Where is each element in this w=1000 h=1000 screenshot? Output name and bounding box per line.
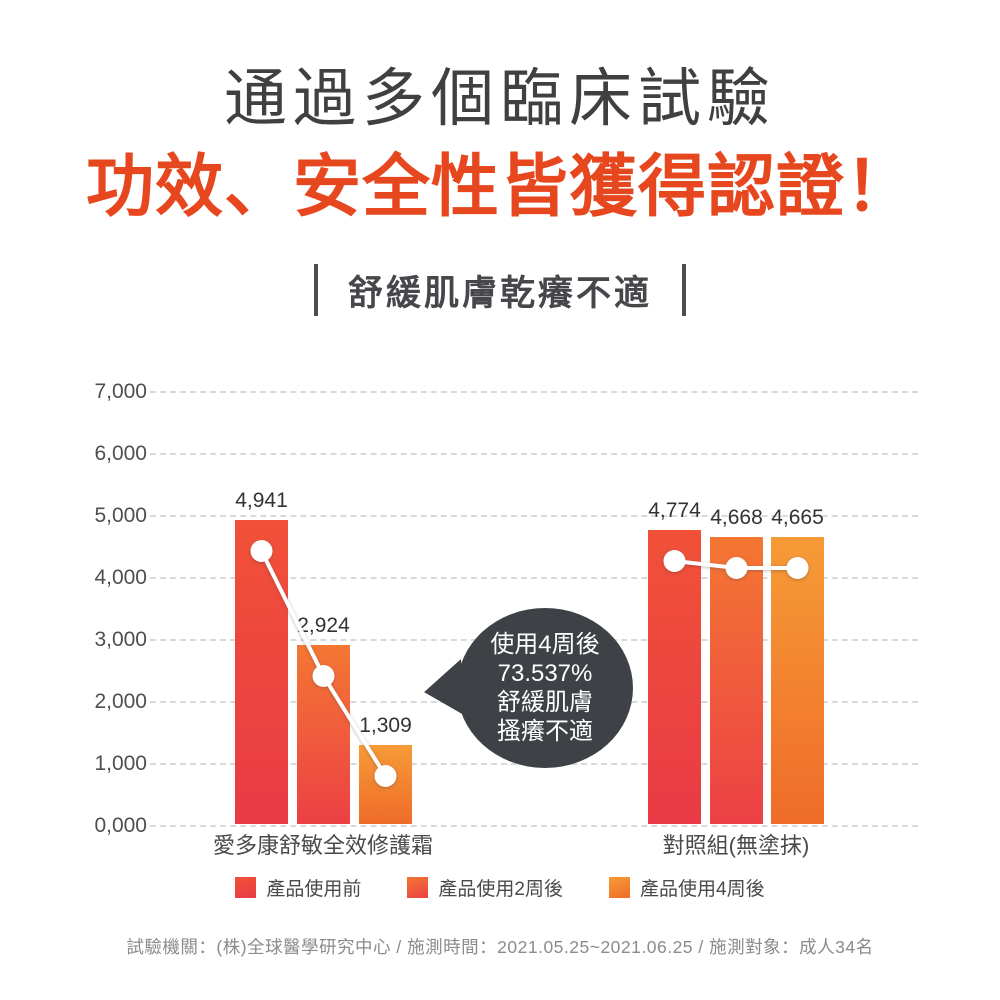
gridline [150, 391, 918, 393]
gridline [150, 577, 918, 579]
group-label-product: 愛多康舒敏全效修護霜 [212, 833, 433, 858]
chart-legend: 產品使用前 產品使用2周後 產品使用4周後 [0, 874, 1000, 901]
callout-bubble: 使用4周後 73.537% 舒緩肌膚 搔癢不適 [457, 608, 633, 768]
legend-item-2weeks: 產品使用2周後 [407, 874, 563, 901]
callout-line-1: 使用4周後 [490, 631, 600, 658]
legend-item-4weeks: 產品使用4周後 [609, 874, 765, 901]
y-axis-tick-label: 5,000 [94, 504, 147, 527]
section-divider-right [682, 264, 686, 316]
legend-swatch-4weeks [609, 877, 630, 898]
group-label-control: 對照組(無塗抹) [662, 833, 810, 858]
legend-label-before: 產品使用前 [266, 879, 362, 900]
page-title: 通過多個臨床試驗 [224, 64, 776, 134]
legend-label-2weeks: 產品使用2周後 [438, 879, 563, 900]
bar [771, 537, 824, 824]
callout-line-4: 搔癢不適 [497, 718, 593, 745]
y-axis-tick-label: 3,000 [94, 628, 147, 651]
gridline [150, 825, 918, 827]
section-header: 舒緩肌膚乾癢不適 [0, 262, 1000, 318]
gridline [150, 515, 918, 517]
section-divider-left [313, 264, 318, 316]
y-axis-tick-label: 7,000 [94, 380, 147, 403]
legend-label-4weeks: 產品使用4周後 [640, 879, 765, 900]
bar [235, 520, 288, 824]
bar-value-label: 4,774 [648, 499, 701, 522]
page-subtitle: 功效、安全性皆獲得認證！ [85, 149, 914, 225]
legend-swatch-2weeks [407, 877, 429, 898]
footnote: 試驗機關：(株)全球醫學研究中心 / 施測時間：2021.05.25~2021.… [126, 937, 874, 957]
gridline [150, 453, 918, 455]
y-axis-tick-label: 0,000 [94, 814, 147, 837]
y-axis-tick-label: 2,000 [94, 690, 147, 713]
callout-line-2: 73.537% [497, 660, 593, 687]
y-axis-tick-label: 1,000 [94, 752, 147, 775]
y-axis-tick-label: 6,000 [94, 442, 147, 465]
bar [648, 530, 701, 824]
bar [710, 537, 763, 824]
y-axis-tick-label: 4,000 [94, 566, 147, 589]
bar-value-label: 4,941 [235, 489, 288, 512]
legend-item-before: 產品使用前 [235, 874, 361, 901]
callout-line-3: 舒緩肌膚 [497, 689, 593, 716]
bar-value-label: 4,665 [771, 506, 824, 529]
section-title: 舒緩肌膚乾癢不適 [347, 273, 652, 313]
bar-value-label: 2,924 [297, 614, 350, 637]
legend-swatch-before [235, 877, 257, 898]
bar-value-label: 4,668 [710, 506, 763, 529]
bar [359, 745, 412, 824]
